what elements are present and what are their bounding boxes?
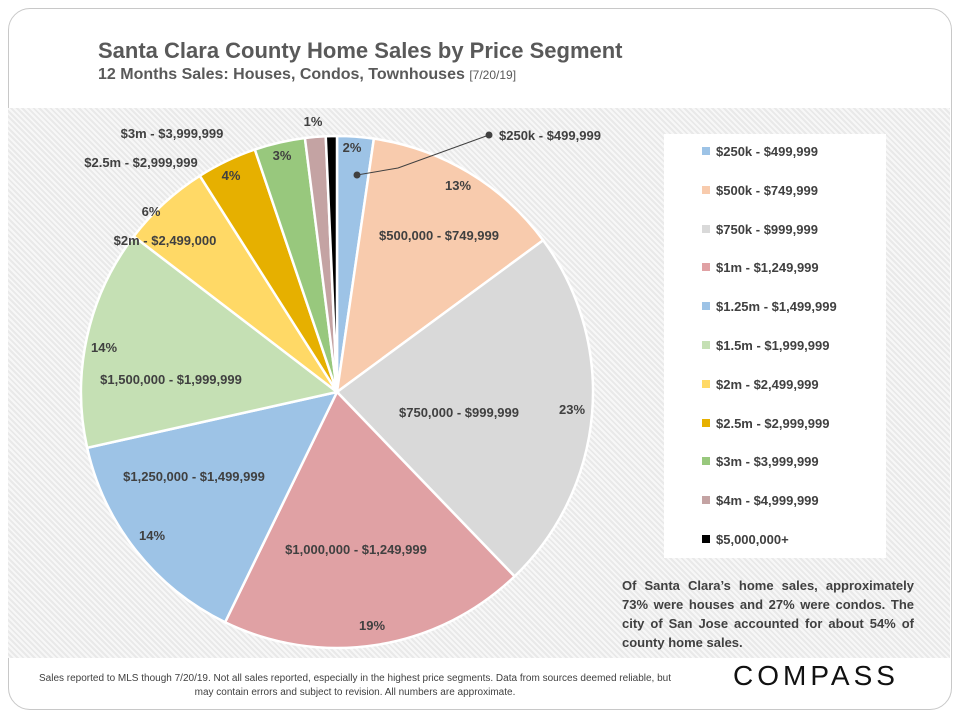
legend-label: $1.25m - $1,499,999 <box>716 299 837 315</box>
slice-pct-9: 3% <box>273 148 292 163</box>
legend-label: $500k - $749,999 <box>716 182 818 198</box>
legend-label: $3m - $3,999,999 <box>716 454 819 470</box>
legend-label: $2.5m - $2,999,999 <box>716 415 830 431</box>
callout-dot-2 <box>485 131 493 139</box>
subtitle-text: 12 Months Sales: Houses, Condos, Townhou… <box>98 66 465 83</box>
legend-swatch <box>702 496 710 505</box>
legend-item-5: $1.25m - $1,499,999 <box>702 299 837 319</box>
slice-pct-1: 2% <box>343 140 362 155</box>
footer-disclaimer: Sales reported to MLS though 7/20/19. No… <box>38 673 672 698</box>
callout-leader-line <box>356 134 490 176</box>
legend: $250k - $499,999 $500k - $749,999 $750k - … <box>664 134 886 558</box>
slice-pct-5: 14% <box>139 528 165 543</box>
slice-label-3: $750,000 - $999,999 <box>399 405 519 420</box>
callout-dot-1 <box>353 171 361 179</box>
legend-item-9: $3m - $3,999,999 <box>702 454 819 474</box>
legend-swatch <box>702 535 710 543</box>
slice-pct-10: 1% <box>304 114 323 129</box>
legend-swatch <box>702 457 710 466</box>
slice-pct-2: 13% <box>445 178 471 193</box>
legend-swatch <box>702 185 710 194</box>
slice-pct-8: 4% <box>222 168 241 183</box>
legend-swatch <box>702 224 710 233</box>
slice-label-6: $1,500,000 - $1,999,999 <box>100 372 242 387</box>
legend-item-10: $4m - $4,999,999 <box>702 493 819 513</box>
legend-item-6: $1.5m - $1,999,999 <box>702 338 829 358</box>
slice-label-9: $3m - $3,999,999 <box>121 126 224 141</box>
pie-slice-11 <box>324 134 339 393</box>
legend-item-8: $2.5m - $2,999,999 <box>702 416 829 436</box>
legend-label: $5,000,000+ <box>716 532 789 547</box>
legend-label: $2m - $2,499,999 <box>716 376 819 392</box>
legend-label: $250k - $499,999 <box>716 144 818 159</box>
legend-swatch <box>702 418 710 427</box>
chart-title: Santa Clara County Home Sales by Price S… <box>98 38 623 63</box>
pie-slice-3 <box>335 238 595 579</box>
legend-item-4: $1m - $1,249,999 <box>702 260 819 280</box>
slice-pct-7: 6% <box>142 204 161 219</box>
slice-label-4: $1,000,000 - $1,249,999 <box>285 542 427 557</box>
legend-swatch <box>702 263 710 272</box>
callout-label: $250k - $499,999 <box>499 128 601 143</box>
pie-slice-5 <box>85 390 340 624</box>
legend-label: $4m - $4,999,999 <box>716 493 819 509</box>
legend-item-11: $5,000,000+ <box>702 532 789 552</box>
slice-label-2: $500,000 - $749,999 <box>379 228 499 243</box>
compass-logo: COMPASS <box>733 660 899 691</box>
pie-slice-4 <box>223 389 517 650</box>
slice-pct-4: 19% <box>359 618 385 633</box>
chart-subtitle: 12 Months Sales: Houses, Condos, Townhou… <box>98 66 516 84</box>
legend-swatch <box>702 341 710 349</box>
note-text: Of Santa Clara’s home sales, approximate… <box>622 578 914 650</box>
pie-slice-6 <box>79 234 340 450</box>
legend-label: $1.5m - $1,999,999 <box>716 338 830 353</box>
slice-pct-3: 23% <box>559 402 585 417</box>
pie-slice-2 <box>335 137 545 395</box>
legend-swatch <box>702 302 710 311</box>
legend-item-1: $250k - $499,999 <box>702 144 818 164</box>
legend-item-3: $750k - $999,999 <box>702 222 818 242</box>
legend-item-7: $2m - $2,499,999 <box>702 377 819 397</box>
legend-item-2: $500k - $749,999 <box>702 183 818 203</box>
legend-label: $750k - $999,999 <box>716 221 818 237</box>
legend-label: $1m - $1,249,999 <box>716 260 819 276</box>
subtitle-date: [7/20/19] <box>469 68 517 82</box>
slice-label-8: $2.5m - $2,999,999 <box>84 155 197 170</box>
legend-swatch <box>702 147 710 155</box>
legend-swatch <box>702 379 710 388</box>
slice-pct-6: 14% <box>91 340 117 355</box>
slice-label-7: $2m - $2,499,000 <box>114 233 217 248</box>
slice-label-5: $1,250,000 - $1,499,999 <box>123 469 265 484</box>
